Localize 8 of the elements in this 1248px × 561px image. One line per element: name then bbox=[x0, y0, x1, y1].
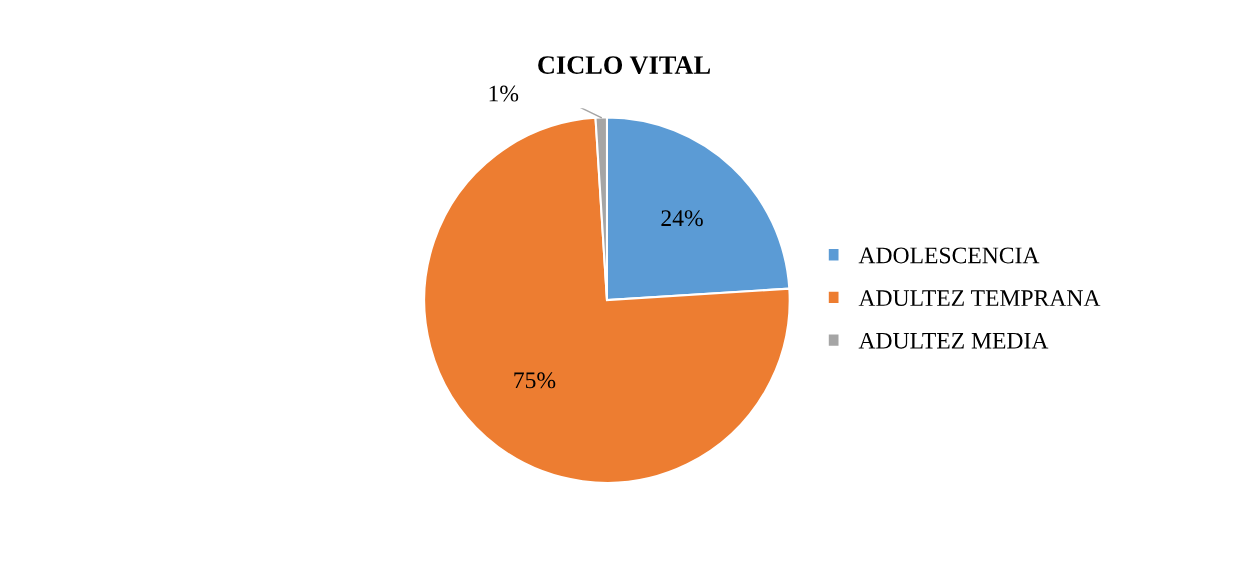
data-label: 24% bbox=[661, 210, 703, 227]
pie-slice bbox=[423, 116, 791, 484]
chart-title: CICLO VITAL bbox=[538, 56, 711, 75]
legend-label: ADULTEZ TEMPRANA bbox=[858, 290, 1101, 307]
legend-label: ADULTEZ MEDIA bbox=[858, 332, 1049, 349]
legend-label: ADOLESCENCIA bbox=[858, 247, 1040, 264]
data-label: 1% bbox=[489, 85, 519, 102]
data-label: 75% bbox=[514, 372, 556, 389]
